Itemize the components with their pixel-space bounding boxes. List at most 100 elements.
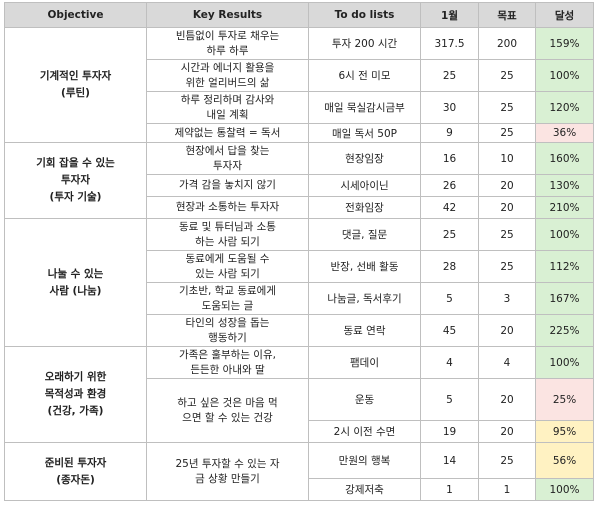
goal-cell: 25 xyxy=(478,218,536,251)
month-cell: 25 xyxy=(420,218,479,251)
achievement-cell: 130% xyxy=(535,174,594,197)
todo-cell: 투자 200 시간 xyxy=(308,27,421,60)
key-result-cell: 동료 및 튜터님과 소통 하는 사람 되기 xyxy=(146,218,309,251)
month-cell: 19 xyxy=(420,420,479,443)
header-goal: 목표 xyxy=(478,2,536,28)
header-key-results: Key Results xyxy=(146,2,309,28)
month-cell: 317.5 xyxy=(420,27,479,60)
goal-cell: 1 xyxy=(478,478,536,501)
achievement-cell: 100% xyxy=(535,59,594,92)
okr-table: Objective Key Results To do lists 1월 목표 … xyxy=(4,2,594,501)
key-result-cell: 시간과 에너지 활용을 위한 얼리버드의 삶 xyxy=(146,59,309,92)
header-todo: To do lists xyxy=(308,2,421,28)
key-result-cell: 빈틈없이 투자로 채우는 하루 하루 xyxy=(146,27,309,60)
goal-cell: 25 xyxy=(478,123,536,143)
key-result-cell: 제약없는 통찰력 = 독서 xyxy=(146,123,309,143)
header-objective: Objective xyxy=(4,2,147,28)
achievement-cell: 210% xyxy=(535,196,594,219)
table-row: 타인의 성장을 돕는 행동하기 동료 연락 45 20 225% xyxy=(5,314,594,347)
key-result-cell: 현장에서 답을 찾는 투자자 xyxy=(146,142,309,175)
header-row: Objective Key Results To do lists 1월 목표 … xyxy=(4,2,594,28)
table-row: 기계적인 투자자 (루틴) 빈틈없이 투자로 채우는 하루 하루 투자 200 시간… xyxy=(4,27,594,143)
todo-cell: 매일 독서 50P xyxy=(308,123,421,143)
table-row: 강제저축 1 1 100% xyxy=(5,478,594,501)
achievement-cell: 95% xyxy=(535,420,594,443)
goal-cell: 25 xyxy=(478,59,536,92)
table-row: 시간과 에너지 활용을 위한 얼리버드의 삶 6시 전 미모 25 25 100% xyxy=(5,59,594,92)
achievement-cell: 120% xyxy=(535,91,594,124)
table-row: 오래하기 위한 목적성과 환경 (건강, 가족) 가족은 훌부하는 이유, 든든한 아… xyxy=(4,346,594,443)
key-result-cell: 하고 싶은 것은 마음 먹 으면 할 수 있는 건강 xyxy=(146,378,309,443)
month-cell: 14 xyxy=(420,442,479,479)
achievement-cell: 167% xyxy=(535,282,594,315)
month-cell: 5 xyxy=(420,378,479,421)
achievement-cell: 112% xyxy=(535,250,594,283)
month-cell: 9 xyxy=(420,123,479,143)
table-row: 기회 잡을 수 있는 투자자 (투자 기술) 현장에서 답을 찾는 투자자 현장임장 … xyxy=(4,142,594,219)
key-result-cell: 동료에게 도움될 수 있는 사람 되기 xyxy=(146,250,309,283)
month-cell: 4 xyxy=(420,346,479,379)
table-row: 기초반, 학교 동료에게 도움되는 글 나눔글, 독서후기 5 3 167% xyxy=(5,282,594,315)
achievement-cell: 225% xyxy=(535,314,594,347)
goal-cell: 20 xyxy=(478,314,536,347)
achievement-cell: 160% xyxy=(535,142,594,175)
todo-cell: 팸데이 xyxy=(308,346,421,379)
month-cell: 42 xyxy=(420,196,479,219)
table-row: 2시 이전 수면 19 20 95% xyxy=(5,420,594,443)
month-cell: 5 xyxy=(420,282,479,315)
goal-cell: 10 xyxy=(478,142,536,175)
achievement-cell: 56% xyxy=(535,442,594,479)
goal-cell: 200 xyxy=(478,27,536,60)
objective-cell: 나눌 수 있는 사람 (나눔) xyxy=(4,218,147,347)
goal-cell: 20 xyxy=(478,174,536,197)
table-row: 나눌 수 있는 사람 (나눔) 동료 및 튜터님과 소통 하는 사람 되기 댓글, … xyxy=(4,218,594,347)
todo-cell: 6시 전 미모 xyxy=(308,59,421,92)
goal-cell: 25 xyxy=(478,91,536,124)
table-row: 하고 싶은 것은 마음 먹 으면 할 수 있는 건강 운동 5 20 25% xyxy=(5,378,594,443)
key-result-cell: 가격 감을 놓치지 않기 xyxy=(146,174,309,197)
month-cell: 28 xyxy=(420,250,479,283)
achievement-cell: 100% xyxy=(535,346,594,379)
objective-cell: 기회 잡을 수 있는 투자자 (투자 기술) xyxy=(4,142,147,219)
key-result-cell: 가족은 훌부하는 이유, 든든한 아내와 딸 xyxy=(146,346,309,379)
key-result-cell: 기초반, 학교 동료에게 도움되는 글 xyxy=(146,282,309,315)
month-cell: 16 xyxy=(420,142,479,175)
key-result-cell: 타인의 성장을 돕는 행동하기 xyxy=(146,314,309,347)
todo-cell: 만원의 행복 xyxy=(308,442,421,479)
goal-cell: 20 xyxy=(478,378,536,421)
goal-cell: 20 xyxy=(478,196,536,219)
achievement-cell: 100% xyxy=(535,478,594,501)
todo-cell: 댓글, 질문 xyxy=(308,218,421,251)
todo-cell: 강제저축 xyxy=(308,478,421,501)
todo-cell: 나눔글, 독서후기 xyxy=(308,282,421,315)
table-row: 하루 정리하며 감사와 내일 계획 매일 묵실감시금부 30 25 120% xyxy=(5,91,594,124)
month-cell: 25 xyxy=(420,59,479,92)
month-cell: 45 xyxy=(420,314,479,347)
todo-cell: 운동 xyxy=(308,378,421,421)
achievement-cell: 100% xyxy=(535,218,594,251)
todo-cell: 반장, 선배 활동 xyxy=(308,250,421,283)
month-cell: 30 xyxy=(420,91,479,124)
header-month: 1월 xyxy=(420,2,479,28)
todo-cell: 현장임장 xyxy=(308,142,421,175)
goal-cell: 3 xyxy=(478,282,536,315)
key-result-cell: 현장과 소통하는 투자자 xyxy=(146,196,309,219)
todo-cell: 동료 연락 xyxy=(308,314,421,347)
achievement-cell: 159% xyxy=(535,27,594,60)
month-cell: 1 xyxy=(420,478,479,501)
key-result-cell: 하루 정리하며 감사와 내일 계획 xyxy=(146,91,309,124)
objective-cell: 기계적인 투자자 (루틴) xyxy=(4,27,147,143)
todo-cell: 전화임장 xyxy=(308,196,421,219)
objective-cell: 오래하기 위한 목적성과 환경 (건강, 가족) xyxy=(4,346,147,443)
goal-cell: 25 xyxy=(478,250,536,283)
table-row: 현장과 소통하는 투자자 전화임장 42 20 210% xyxy=(5,196,594,219)
todo-cell: 2시 이전 수면 xyxy=(308,420,421,443)
objective-cell: 준비된 투자자 (종자돈) xyxy=(4,442,147,501)
achievement-cell: 25% xyxy=(535,378,594,421)
goal-cell: 4 xyxy=(478,346,536,379)
header-achievement: 달성 xyxy=(535,2,594,28)
goal-cell: 25 xyxy=(478,442,536,479)
month-cell: 26 xyxy=(420,174,479,197)
